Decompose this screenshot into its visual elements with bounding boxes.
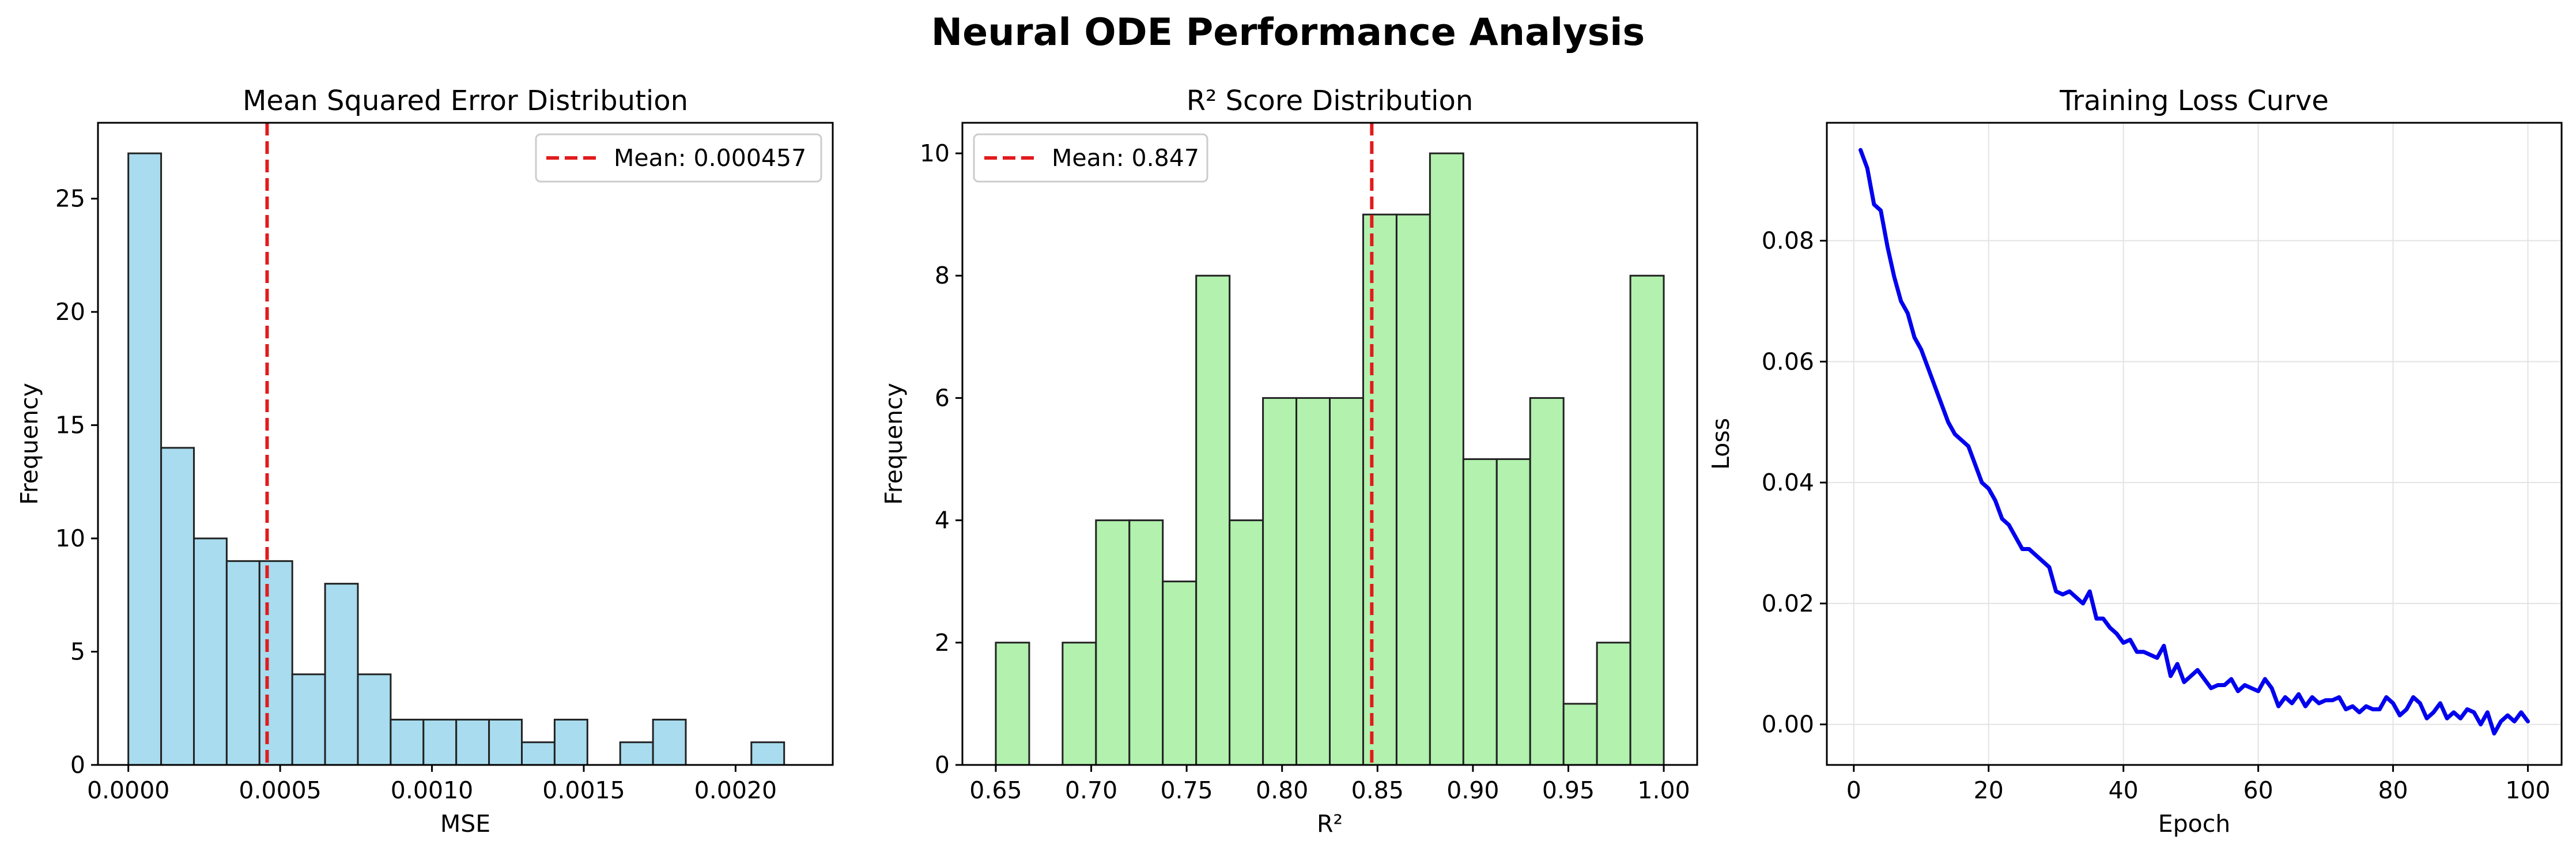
x-tick-label: 0.95: [1542, 776, 1595, 804]
histogram-bar: [291, 673, 326, 766]
y-tick-label: 0.06: [1762, 348, 1814, 375]
histogram-bar: [422, 718, 458, 766]
y-tick-label: 0.04: [1762, 469, 1814, 496]
histogram-bar: [225, 560, 260, 766]
x-tick-label: 0.85: [1351, 776, 1404, 804]
histogram-bar: [455, 718, 490, 766]
x-tick-label: 60: [2243, 776, 2273, 804]
x-tick-label: 100: [2505, 776, 2550, 804]
axes-frame: [97, 122, 834, 766]
loss-panel: 0 20 40 60 80 100 0.00 0.02 0.04 0.06 0.08 Training…: [1707, 85, 2563, 838]
histogram-bar: [1262, 397, 1298, 766]
x-tick-label: 0: [1846, 776, 1861, 804]
x-tick-label: 80: [2378, 776, 2408, 804]
y-tick-label: 6: [935, 384, 950, 412]
histogram-bar: [619, 741, 654, 766]
x-axis-label: MSE: [440, 810, 490, 838]
histogram-bar: [995, 642, 1030, 766]
y-axis-label: Frequency: [16, 383, 43, 505]
histogram-bar: [127, 152, 163, 766]
histogram-bar: [1295, 397, 1331, 766]
x-tick-label: 0.0005: [239, 776, 321, 804]
legend-label: Mean: 0.847: [1052, 144, 1199, 172]
legend-box: [535, 133, 822, 183]
x-tick-label: 0.90: [1446, 776, 1499, 804]
y-tick-label: 15: [55, 412, 85, 439]
histogram-bar: [1095, 519, 1131, 766]
legend-box: [973, 133, 1208, 183]
histogram-bar: [258, 560, 293, 766]
histogram-bar: [324, 583, 359, 766]
y-tick-label: 0.00: [1762, 711, 1814, 738]
histogram-bar: [357, 673, 392, 766]
histogram-bar: [1462, 458, 1498, 766]
legend-label: Mean: 0.000457: [614, 144, 806, 172]
x-tick-label: 0.80: [1256, 776, 1308, 804]
y-tick-label: 0.02: [1762, 590, 1814, 617]
histogram-bar: [1195, 274, 1231, 766]
x-tick-label: 0.0020: [694, 776, 777, 804]
histogram-bar: [1062, 642, 1097, 766]
histogram-bar: [553, 718, 588, 766]
histogram-bar: [192, 537, 228, 766]
histogram-bar: [488, 718, 523, 766]
x-tick-label: 0.75: [1160, 776, 1213, 804]
y-tick-label: 10: [55, 525, 85, 552]
histogram-bar: [1128, 519, 1164, 766]
y-axis-label: Frequency: [880, 383, 908, 505]
legend: Mean: 0.000457: [535, 133, 822, 183]
subplot-title: Mean Squared Error Distribution: [243, 85, 688, 117]
histogram-bar: [1395, 213, 1431, 766]
y-tick-label: 8: [935, 262, 950, 289]
histogram-bar: [1562, 703, 1598, 766]
histogram-bar: [1362, 213, 1397, 766]
histogram-bar: [1596, 642, 1631, 766]
y-tick-label: 0: [70, 751, 85, 779]
r2-panel: 0.65 0.70 0.75 0.80 0.85 0.90 0.95 1.00 0 2 4 6 8 10 R…: [880, 85, 1698, 838]
histogram-bar: [1329, 397, 1364, 766]
legend: Mean: 0.847: [973, 133, 1208, 183]
subplot-title: Training Loss Curve: [2059, 85, 2329, 117]
histogram-bar: [1629, 274, 1665, 766]
x-tick-label: 0.65: [969, 776, 1022, 804]
y-axis-label: Loss: [1707, 418, 1735, 470]
x-axis-label: R²: [1317, 810, 1343, 838]
histogram-bar: [1429, 152, 1464, 766]
loss-line: [1858, 148, 2530, 736]
y-tick-label: 0: [935, 751, 950, 779]
histogram-bar: [652, 718, 687, 766]
x-tick-label: 0.0000: [87, 776, 169, 804]
y-tick-label: 10: [920, 139, 950, 167]
x-tick-label: 0.0015: [542, 776, 625, 804]
x-tick-label: 20: [1974, 776, 2004, 804]
histogram-bar: [160, 447, 195, 766]
histogram-bar: [1495, 458, 1531, 766]
histogram-bar: [1162, 580, 1198, 766]
histogram-bar: [1529, 397, 1565, 766]
y-tick-label: 4: [935, 507, 950, 534]
figure-title: Neural ODE Performance Analysis: [931, 11, 1645, 54]
histogram-bar: [1229, 519, 1264, 766]
y-tick-label: 0.08: [1762, 227, 1814, 255]
histogram-bar: [750, 741, 785, 766]
x-tick-label: 40: [2109, 776, 2139, 804]
y-tick-label: 20: [55, 298, 85, 326]
y-tick-label: 2: [935, 629, 950, 657]
x-tick-label: 1.00: [1637, 776, 1690, 804]
subplot-title: R² Score Distribution: [1187, 85, 1474, 117]
axes-frame: [961, 122, 1698, 766]
x-tick-label: 0.0010: [391, 776, 473, 804]
x-tick-label: 0.70: [1065, 776, 1117, 804]
histogram-bar: [520, 741, 556, 766]
y-tick-label: 25: [55, 185, 85, 213]
y-tick-label: 5: [70, 638, 85, 666]
x-axis-label: Epoch: [2158, 810, 2231, 838]
histogram-bar: [390, 718, 425, 766]
mse-panel: 0.0000 0.0005 0.0010 0.0015 0.0020 0 5 10 15 20 25…: [16, 85, 834, 838]
axes-frame: [1826, 122, 2563, 766]
